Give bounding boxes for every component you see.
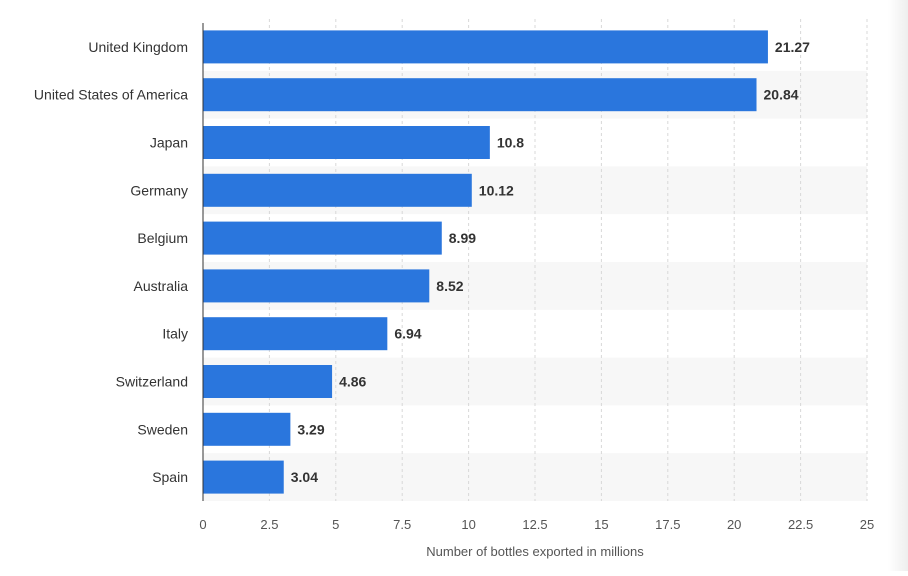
bar[interactable] <box>203 460 284 494</box>
category-label: Australia <box>134 278 189 294</box>
data-label: 3.04 <box>291 469 318 485</box>
data-label: 8.52 <box>436 278 463 294</box>
bar[interactable] <box>203 78 757 112</box>
category-label: Belgium <box>137 230 188 246</box>
category-label: Italy <box>162 326 188 342</box>
side-shadow <box>888 0 908 571</box>
category-label: Switzerland <box>116 374 188 390</box>
data-label: 10.12 <box>479 182 514 198</box>
category-label: Sweden <box>137 421 188 437</box>
category-label: United Kingdom <box>88 39 188 55</box>
bar[interactable] <box>203 221 442 255</box>
bar[interactable] <box>203 317 388 351</box>
x-tick-label: 20 <box>727 517 741 532</box>
category-label: Japan <box>150 135 188 151</box>
category-label: Spain <box>152 469 188 485</box>
x-tick-label: 15 <box>594 517 608 532</box>
category-label: United States of America <box>34 87 188 103</box>
data-label: 8.99 <box>449 230 476 246</box>
bar[interactable] <box>203 126 490 159</box>
x-tick-label: 5 <box>332 517 339 532</box>
x-tick-label: 7.5 <box>393 517 411 532</box>
x-tick-label: 0 <box>199 517 206 532</box>
category-label: Germany <box>130 182 188 198</box>
bar[interactable] <box>203 365 333 398</box>
data-label: 3.29 <box>297 421 324 437</box>
category-labels: United Kingdom United States of America Ja… <box>34 39 188 485</box>
x-tick-label: 17.5 <box>655 517 680 532</box>
x-tick-label: 22.5 <box>788 517 813 532</box>
bar[interactable] <box>203 30 768 64</box>
x-tick-label: 12.5 <box>522 517 547 532</box>
bar[interactable] <box>203 412 291 446</box>
x-tick-label: 25 <box>860 517 874 532</box>
x-axis-title: Number of bottles exported in millions <box>426 544 644 559</box>
data-label: 20.84 <box>764 87 799 103</box>
data-label: 6.94 <box>394 326 421 342</box>
data-label: 4.86 <box>339 374 366 390</box>
x-tick-label: 10 <box>461 517 475 532</box>
data-labels: 21.27 20.84 10.8 10.12 8.99 8.52 6.94 4.86 3.29 3… <box>291 39 810 485</box>
x-axis-ticks: 0 2.5 5 7.5 10 12.5 15 17.5 20 22.5 25 <box>199 517 874 532</box>
x-tick-label: 2.5 <box>260 517 278 532</box>
bar[interactable] <box>203 173 472 207</box>
data-label: 10.8 <box>497 135 524 151</box>
bars <box>203 30 768 494</box>
data-label: 21.27 <box>775 39 810 55</box>
bar[interactable] <box>203 269 430 303</box>
